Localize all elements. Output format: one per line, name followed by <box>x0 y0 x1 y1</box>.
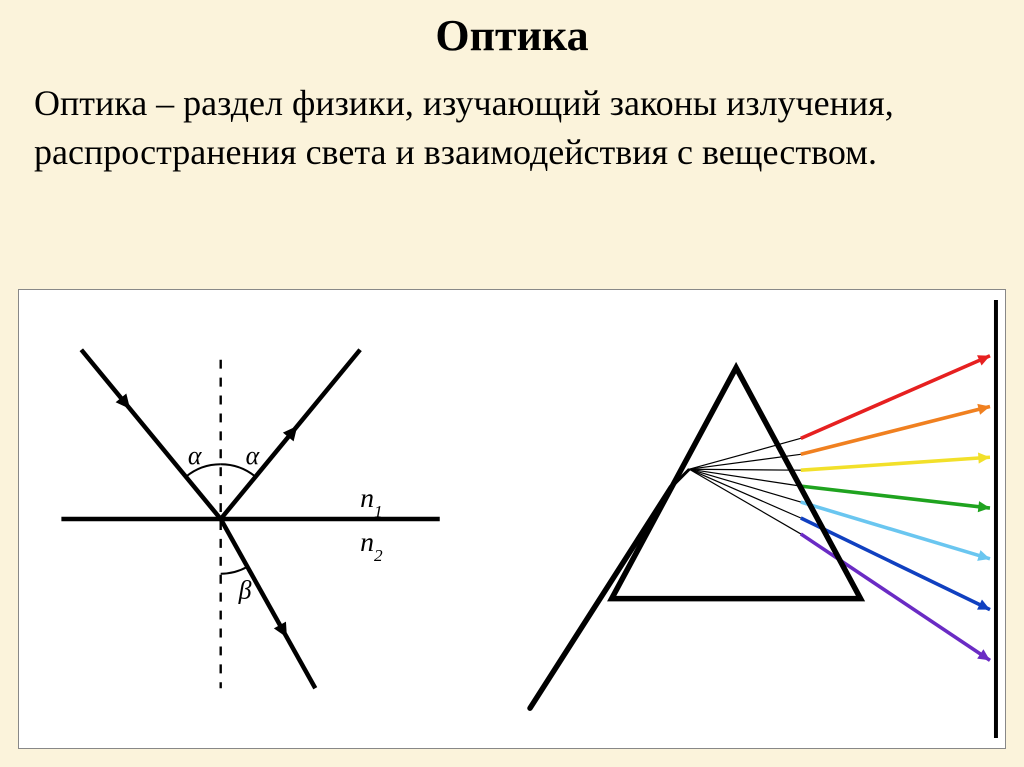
svg-text:α: α <box>246 441 261 470</box>
svg-text:n2: n2 <box>360 527 383 565</box>
figure-panel: α α β n1 n2 <box>18 289 1006 749</box>
svg-text:n1: n1 <box>360 483 383 521</box>
svg-text:β: β <box>238 576 252 605</box>
prism-diagram <box>512 290 1005 748</box>
svg-text:α: α <box>188 441 203 470</box>
definition-text: Оптика – раздел физики, изучающий законы… <box>0 61 1024 176</box>
refraction-diagram: α α β n1 n2 <box>19 290 512 748</box>
page-title: Оптика <box>0 0 1024 61</box>
